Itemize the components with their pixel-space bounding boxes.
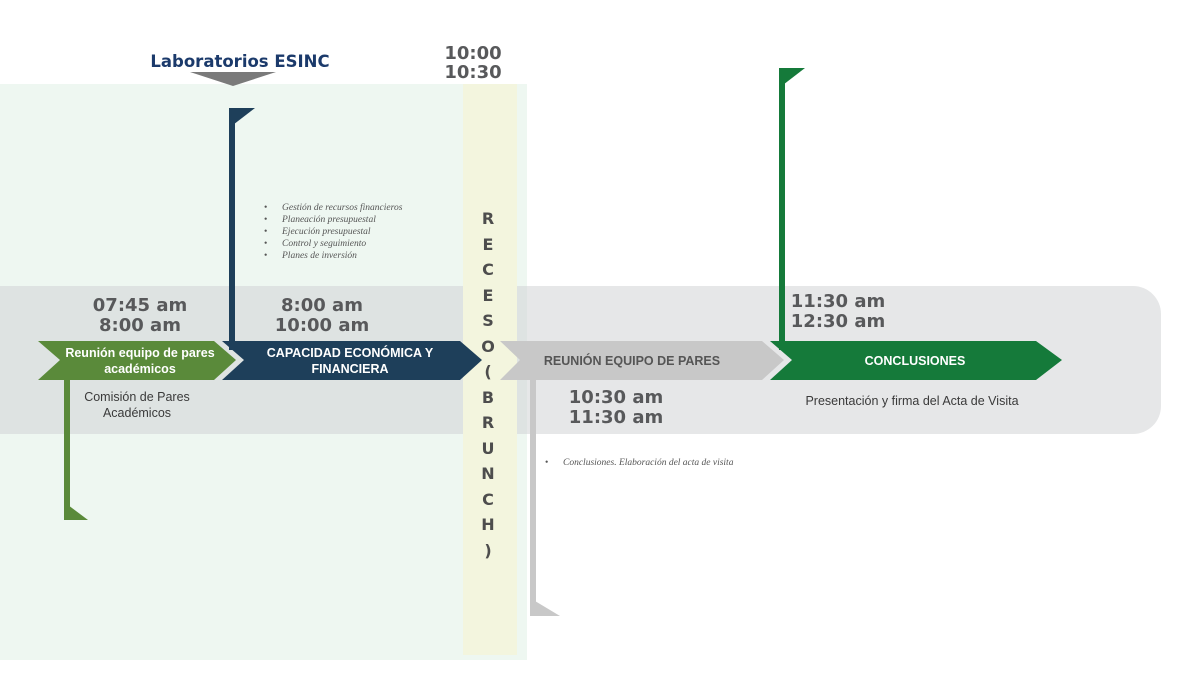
- recess-letter: E: [482, 285, 494, 305]
- stage1-flag-icon: [64, 502, 88, 520]
- recess-letter: C: [482, 260, 494, 279]
- lab-pointer-icon: [190, 72, 276, 86]
- recess-letter: H: [481, 515, 495, 534]
- list-item: Planeación presupuestal: [264, 214, 454, 226]
- stage1-time: 07:45 am 8:00 am: [92, 295, 188, 336]
- recess-zone: [463, 84, 517, 655]
- stage2-time: 8:00 am 10:00 am: [274, 295, 370, 336]
- recess-letter: U: [481, 438, 495, 458]
- stage1-label: Reunión equipo de pares académicos: [65, 346, 215, 376]
- stage4-label: CONCLUSIONES: [864, 354, 966, 368]
- recess-time: 10:00 10:30: [444, 43, 502, 83]
- stage3-time: 10:30 am 11:30 am: [568, 387, 664, 428]
- recess-vertical-text: R E C E S O ( B R U N C H ): [476, 206, 500, 563]
- stage1-caption: Comisión de Pares Académicos: [84, 390, 190, 420]
- list-item: Ejecución presupuestal: [264, 226, 454, 238]
- list-item: Conclusiones. Elaboración del acta de vi…: [545, 457, 805, 469]
- stage2-bullet-list: Gestión de recursos financieros Planeaci…: [264, 202, 454, 262]
- recess-letter: N: [481, 464, 495, 483]
- recess-letter: (: [484, 362, 492, 381]
- lab-title: Laboratorios ESINC: [150, 52, 330, 71]
- recess-letter: R: [481, 209, 495, 228]
- list-item: Gestión de recursos financieros: [264, 202, 454, 214]
- stage3-label: REUNIÓN EQUIPO DE PARES: [543, 354, 721, 368]
- stage2-pole: [229, 110, 235, 350]
- stage3-pole: [530, 372, 536, 616]
- stage4-flag-icon: [779, 68, 805, 88]
- stage4-caption: Presentación y firma del Acta de Visita: [805, 394, 1019, 408]
- stage3-bullet-list: Conclusiones. Elaboración del acta de vi…: [545, 457, 805, 469]
- recess-letter: R: [481, 413, 495, 432]
- recess-letter: ): [484, 540, 492, 560]
- stage2-label: CAPACIDAD ECONÓMICA Y FINANCIERA: [266, 346, 434, 376]
- recess-letter: O: [481, 336, 495, 356]
- stage4-time: 11:30 am 12:30 am: [790, 291, 886, 332]
- stage3-flag-icon: [530, 598, 560, 616]
- list-item: Control y seguimiento: [264, 238, 454, 250]
- recess-letter: E: [482, 234, 494, 254]
- stage4-arrow: [770, 341, 1062, 380]
- recess-letter: B: [481, 387, 495, 407]
- stage1-pole: [64, 370, 70, 520]
- stage1-arrow: [38, 341, 236, 380]
- stage2-flag-icon: [229, 108, 255, 128]
- stage4-pole: [779, 70, 785, 350]
- stage3-arrow: [500, 341, 784, 380]
- stage2-arrow: [222, 341, 482, 380]
- list-item: Planes de inversión: [264, 250, 454, 262]
- recess-letter: C: [482, 489, 494, 509]
- recess-letter: S: [482, 311, 494, 330]
